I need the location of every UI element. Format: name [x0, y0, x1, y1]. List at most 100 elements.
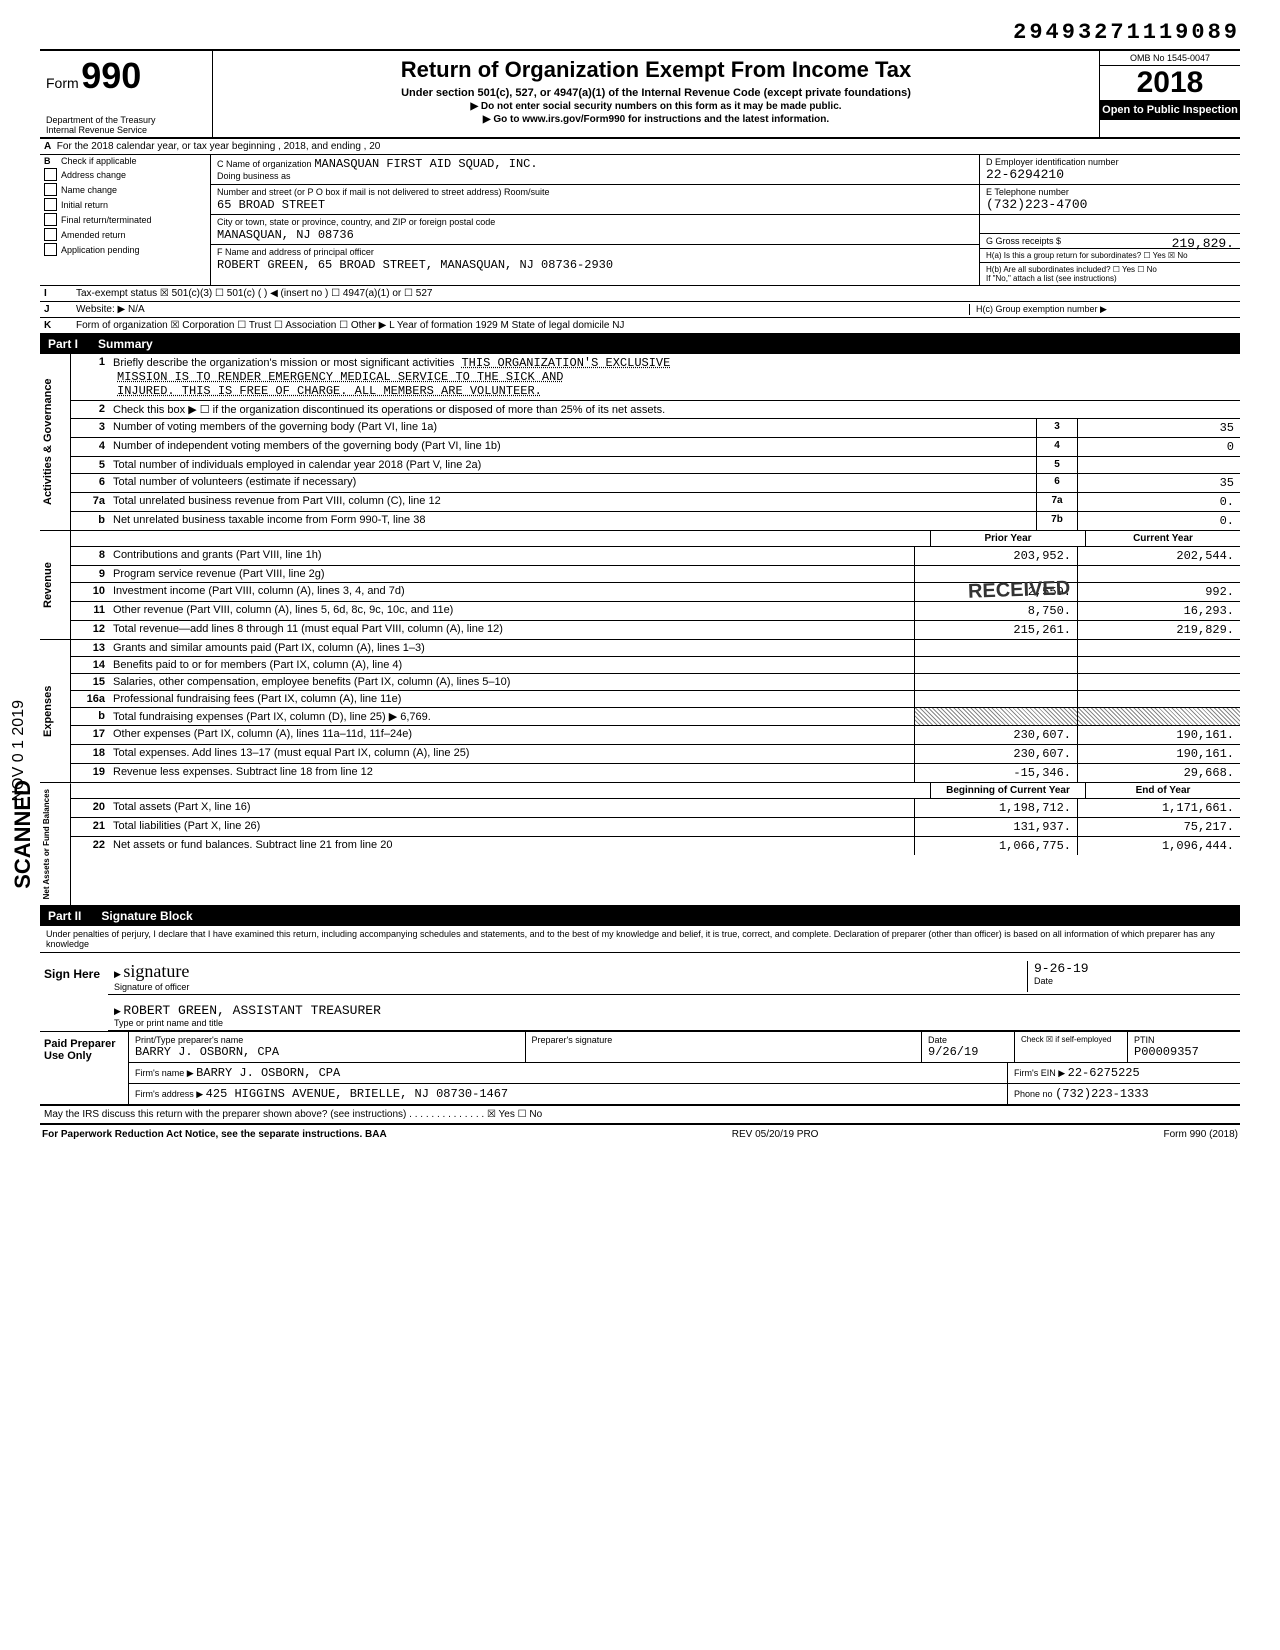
part2-title: Signature Block [101, 909, 192, 923]
discuss-row: May the IRS discuss this return with the… [40, 1106, 1240, 1125]
firm-name: BARRY J. OSBORN, CPA [196, 1066, 340, 1080]
l3-b: 3 [1036, 419, 1077, 437]
e16a-t: Professional fundraising fees (Part IX, … [109, 691, 914, 707]
l3-t: Number of voting members of the governin… [109, 419, 1036, 437]
part1-title: Summary [98, 337, 153, 351]
footer-mid: REV 05/20/19 PRO [732, 1129, 819, 1140]
r11-p: 8,750. [914, 602, 1077, 620]
e15-c [1077, 674, 1240, 690]
cb-lbl-3: Final return/terminated [61, 215, 152, 225]
e18-c: 190,161. [1077, 745, 1240, 763]
l5-v [1077, 457, 1240, 473]
l5-t: Total number of individuals employed in … [109, 457, 1036, 473]
paid-preparer: Paid Preparer Use Only Print/Type prepar… [40, 1032, 1240, 1106]
e17-c: 190,161. [1077, 726, 1240, 744]
document-id: 29493271119089 [40, 20, 1240, 45]
side-gov: Activities & Governance [40, 354, 71, 530]
l6-v: 35 [1077, 474, 1240, 492]
r8-p: 203,952. [914, 547, 1077, 565]
mission-2: MISSION IS TO RENDER EMERGENCY MEDICAL S… [113, 370, 563, 384]
form-org: Form of organization ☒ Corporation ☐ Tru… [72, 318, 1240, 333]
checkbox-pending[interactable] [44, 243, 57, 256]
l7a-t: Total unrelated business revenue from Pa… [109, 493, 1036, 511]
l3-v: 35 [1077, 419, 1240, 437]
header-mid: Return of Organization Exempt From Incom… [213, 51, 1099, 137]
city-val: MANASQUAN, NJ 08736 [217, 228, 354, 242]
e17-t: Other expenses (Part IX, column (A), lin… [109, 726, 914, 744]
ssn-warning: ▶ Do not enter social security numbers o… [223, 101, 1089, 112]
r10-t: Investment income (Part VIII, column (A)… [109, 583, 914, 601]
sign-date: 9-26-19 [1034, 961, 1089, 976]
officer-name: ROBERT GREEN, ASSISTANT TREASURER [123, 1003, 380, 1018]
l7a-b: 7a [1036, 493, 1077, 511]
mission-1: THIS ORGANIZATION'S EXCLUSIVE [457, 356, 670, 370]
e19-t: Revenue less expenses. Subtract line 18 … [109, 764, 914, 782]
org-name: MANASQUAN FIRST AID SQUAD, INC. [314, 157, 537, 171]
pp-h3: Date [928, 1035, 947, 1045]
e16b-c [1077, 708, 1240, 725]
col-c: C Name of organization MANASQUAN FIRST A… [211, 155, 980, 285]
sign-block: Sign Here ▶ signatureSignature of office… [40, 953, 1240, 1032]
tel-val: (732)223-4700 [986, 197, 1087, 212]
l7b-v: 0. [1077, 512, 1240, 530]
e16b-t: Total fundraising expenses (Part IX, col… [109, 708, 914, 725]
r12-p: 215,261. [914, 621, 1077, 639]
exp-section: Expenses 13Grants and similar amounts pa… [40, 640, 1240, 783]
scan-date-side: NOV 0 1 2019 [10, 700, 28, 801]
name-lbl: Type or print name and title [114, 1018, 223, 1028]
paid-label: Paid Preparer Use Only [40, 1032, 129, 1104]
l4-t: Number of independent voting members of … [109, 438, 1036, 456]
n21-t: Total liabilities (Part X, line 26) [109, 818, 914, 836]
r9-t: Program service revenue (Part VIII, line… [109, 566, 914, 582]
officer-val: ROBERT GREEN, 65 BROAD STREET, MANASQUAN… [217, 258, 613, 272]
ein-lbl: D Employer identification number [986, 157, 1119, 167]
header-right: OMB No 1545-0047 2018 Open to Public Ins… [1099, 51, 1240, 137]
hb-text: H(b) Are all subordinates included? ☐ Ye… [986, 265, 1157, 274]
form-header: Form 990 Department of the Treasury Inte… [40, 49, 1240, 139]
hb2-text: If "No," attach a list (see instructions… [986, 274, 1117, 283]
cb-lbl-5: Application pending [61, 245, 140, 255]
checkbox-amended[interactable] [44, 228, 57, 241]
l7a-v: 0. [1077, 493, 1240, 511]
irs-label: Internal Revenue Service [46, 125, 206, 135]
pp-h1: Print/Type preparer's name [135, 1035, 243, 1045]
cb-lbl-2: Initial return [61, 200, 108, 210]
e16b-p [914, 708, 1077, 725]
e17-p: 230,607. [914, 726, 1077, 744]
gov-section: Activities & Governance 1 Briefly descri… [40, 354, 1240, 531]
r11-t: Other revenue (Part VIII, column (A), li… [109, 602, 914, 620]
side-rev: Revenue [40, 531, 71, 639]
l6-t: Total number of volunteers (estimate if … [109, 474, 1036, 492]
firm-ein: 22-6275225 [1068, 1066, 1140, 1080]
footer-right: Form 990 (2018) [1164, 1129, 1238, 1140]
n22-c: 1,096,444. [1077, 837, 1240, 855]
row-i: ITax-exempt status ☒ 501(c)(3) ☐ 501(c) … [40, 286, 1240, 302]
penalty-text: Under penalties of perjury, I declare th… [40, 926, 1240, 953]
officer-lbl: F Name and address of principal officer [217, 247, 374, 257]
l6-b: 6 [1036, 474, 1077, 492]
mission-3: INJURED. THIS IS FREE OF CHARGE. ALL MEM… [113, 384, 542, 398]
header-left: Form 990 Department of the Treasury Inte… [40, 51, 213, 137]
e18-t: Total expenses. Add lines 13–17 (must eq… [109, 745, 914, 763]
pp-h2: Preparer's signature [532, 1035, 613, 1045]
e14-p [914, 657, 1077, 673]
checkbox-name[interactable] [44, 183, 57, 196]
checkbox-initial[interactable] [44, 198, 57, 211]
sign-here-label: Sign Here [40, 953, 108, 1031]
e15-t: Salaries, other compensation, employee b… [109, 674, 914, 690]
website-instructions: ▶ Go to www.irs.gov/Form990 for instruct… [223, 114, 1089, 125]
pp-h5: PTIN [1134, 1035, 1155, 1045]
sig-lbl: Signature of officer [114, 982, 189, 992]
r12-t: Total revenue—add lines 8 through 11 (mu… [109, 621, 914, 639]
checkbox-address[interactable] [44, 168, 57, 181]
pp-h4: Check ☒ if self-employed [1015, 1032, 1128, 1062]
e16a-c [1077, 691, 1240, 707]
gross-val: 219,829. [1172, 236, 1234, 251]
part2-num: Part II [48, 909, 81, 923]
firm-ein-lbl: Firm's EIN ▶ [1014, 1068, 1065, 1078]
r12-c: 219,829. [1077, 621, 1240, 639]
checkbox-final[interactable] [44, 213, 57, 226]
omb-number: OMB No 1545-0047 [1100, 51, 1240, 66]
e14-t: Benefits paid to or for members (Part IX… [109, 657, 914, 673]
net-section: Net Assets or Fund Balances Beginning of… [40, 783, 1240, 906]
